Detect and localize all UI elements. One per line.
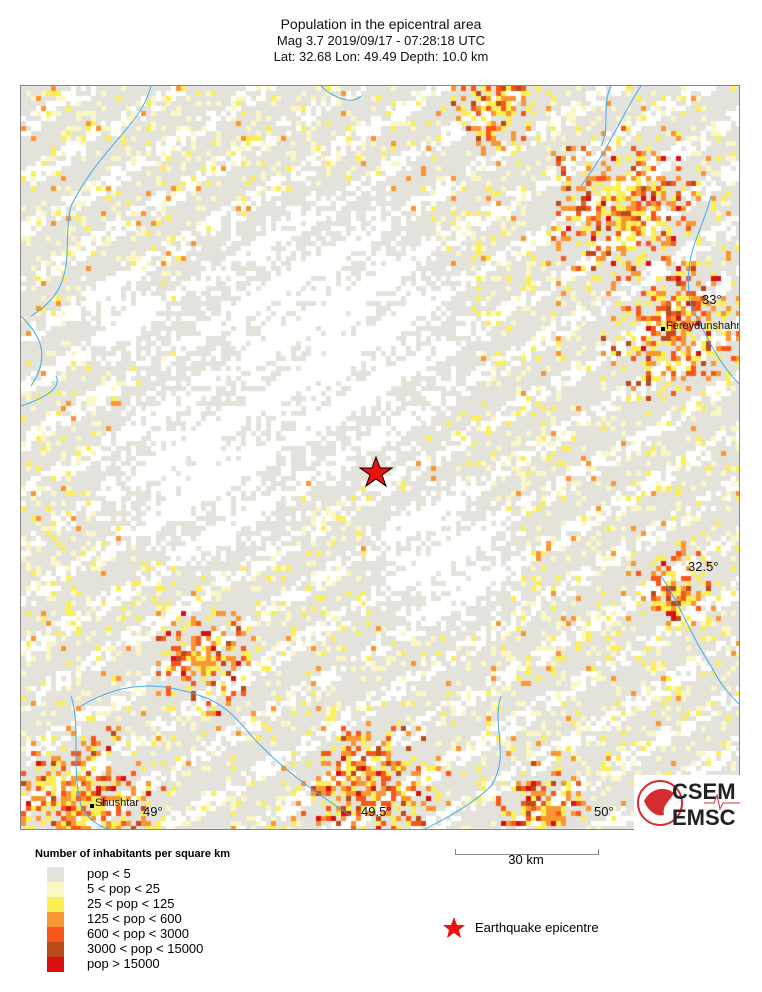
city-label: Fereydunshahr [666,320,740,332]
legend-swatch [47,897,64,912]
river [80,685,352,817]
lat-tick-label: 33° [702,292,722,307]
city-marker [90,804,94,808]
emsc-logo: CSEM EMSC [634,775,740,831]
event-info: Mag 3.7 2019/09/17 - 07:28:18 UTC [276,33,486,48]
legend-swatch [47,942,64,957]
river [21,315,43,387]
river [423,695,502,829]
event-location: Lat: 32.68 Lon: 49.49 Depth: 10.0 km [273,49,489,64]
legend-label: 125 < pop < 600 [87,911,182,926]
river [580,86,642,187]
scale-bar-label: 30 km [508,852,544,867]
legend-label: 25 < pop < 125 [87,896,175,911]
map-title: Population in the epicentral area [280,16,482,32]
river [660,575,739,705]
legend-swatch [47,957,64,972]
lon-tick-label: 49° [143,804,163,819]
epicentre-star-icon [358,455,394,488]
population-density-raster [21,86,739,829]
epicentre-legend-star-icon [443,917,465,938]
svg-text:EMSC: EMSC [672,805,736,830]
legend-label: pop > 15000 [87,956,160,971]
legend-label: 3000 < pop < 15000 [87,941,204,956]
epicentre-legend-label: Earthquake epicentre [475,920,599,935]
legend-label: 600 < pop < 3000 [87,926,189,941]
river [687,195,739,385]
city-marker [661,327,665,331]
legend-label: 5 < pop < 25 [87,881,161,896]
river [600,86,612,147]
lat-tick-label: 32.5° [688,559,719,574]
lon-tick-label: 49.5° [361,804,392,819]
population-map: Fereydunshahr Shushtar 49° 49.5° 50° 33°… [20,85,740,830]
legend-swatch [47,882,64,897]
legend-title: Number of inhabitants per square km [35,848,230,860]
legend-swatch [47,912,64,927]
rivers-layer [21,86,739,829]
city-label: Shushtar [95,797,140,809]
epicentre-layer [358,455,394,488]
legend-label: pop < 5 [87,866,131,881]
river [70,695,111,829]
river [30,86,152,317]
scale-bar [455,849,599,855]
svg-text:CSEM: CSEM [672,779,736,804]
river [21,375,58,407]
legend-swatch [47,927,64,942]
legend-swatch [47,867,64,882]
river [320,86,362,101]
lon-tick-label: 50° [594,804,614,819]
